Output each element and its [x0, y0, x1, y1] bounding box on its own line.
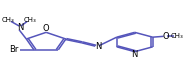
Text: O: O — [162, 32, 169, 41]
Text: N: N — [95, 42, 101, 51]
Text: CH₃: CH₃ — [2, 17, 15, 23]
Text: CH₃: CH₃ — [24, 17, 36, 23]
Text: N: N — [17, 23, 23, 32]
Text: N: N — [132, 50, 138, 59]
Text: Br: Br — [9, 45, 19, 54]
Text: CH₃: CH₃ — [170, 33, 183, 39]
Text: O: O — [43, 24, 49, 34]
